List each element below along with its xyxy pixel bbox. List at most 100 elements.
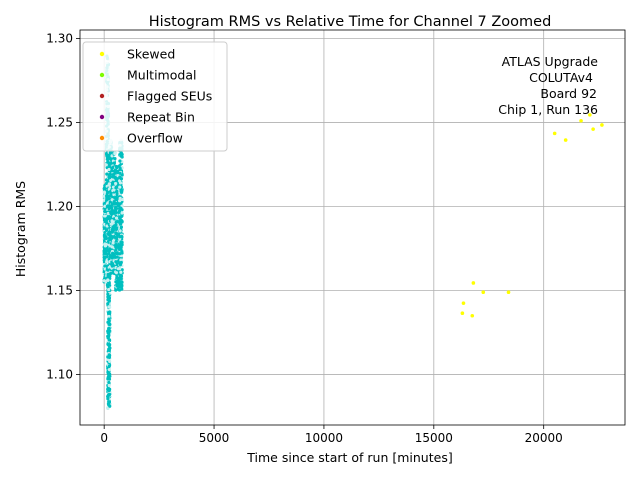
main-data-point: [107, 353, 111, 357]
main-data-point: [104, 228, 109, 232]
main-data-point: [115, 261, 119, 266]
main-data-point: [103, 264, 107, 268]
main-data-point: [110, 251, 115, 255]
main-data-point: [107, 283, 111, 287]
annotation-block: ATLAS Upgrade COLUTAv4 Board 92 Chip 1, …: [498, 54, 598, 117]
main-data-point: [107, 392, 112, 396]
x-tick-label: 20000: [525, 431, 563, 445]
main-data-point: [106, 278, 110, 283]
main-data-point: [105, 249, 109, 253]
legend-marker: [99, 72, 105, 78]
main-data-point: [107, 236, 112, 240]
main-data-point: [114, 236, 118, 240]
main-data-point: [114, 190, 119, 194]
main-data-point: [111, 271, 115, 275]
main-data-point: [119, 188, 123, 192]
y-tick-label: 1.30: [46, 31, 73, 45]
legend-label: Overflow: [127, 131, 183, 146]
main-data-point: [110, 169, 114, 173]
main-data-point: [105, 181, 109, 185]
main-data-point: [114, 231, 118, 235]
main-data-point: [106, 273, 110, 277]
series-point-skewed: [563, 138, 568, 142]
x-tick-label: 15000: [415, 431, 453, 445]
legend-marker: [99, 93, 105, 99]
main-data-point: [103, 239, 107, 243]
main-data-point: [114, 181, 118, 186]
series-point-skewed: [552, 131, 557, 136]
series-point-skewed: [579, 118, 583, 123]
series-point-skewed: [461, 301, 466, 305]
main-data-point: [114, 197, 119, 202]
main-data-point: [113, 156, 117, 161]
main-data-point: [110, 245, 114, 249]
main-data-point: [119, 270, 123, 274]
main-data-point: [107, 380, 111, 385]
main-data-point: [108, 359, 112, 364]
main-data-point: [120, 243, 124, 247]
series-point-skewed: [471, 281, 476, 285]
main-data-point: [107, 400, 111, 404]
y-axis-label: Histogram RMS: [13, 181, 28, 277]
chart-title: Histogram RMS vs Relative Time for Chann…: [149, 14, 552, 30]
main-data-point: [108, 310, 112, 314]
main-data-point: [119, 234, 124, 238]
main-data-point: [114, 168, 118, 173]
main-data-point: [118, 206, 122, 211]
main-data-point: [107, 331, 111, 335]
x-tick-label: 5000: [199, 431, 230, 445]
main-data-point: [114, 288, 118, 292]
main-data-point: [106, 336, 110, 340]
main-data-point: [119, 225, 123, 229]
main-data-point: [110, 256, 114, 260]
main-data-point: [118, 166, 122, 170]
main-data-point: [111, 185, 116, 189]
main-data-point: [114, 271, 119, 275]
main-data-point: [115, 185, 119, 189]
main-data-point: [118, 171, 122, 175]
series-point-skewed: [470, 313, 475, 318]
main-data-point: [107, 326, 111, 330]
main-data-point: [107, 183, 111, 187]
axis-ticks: 0 5000 10000 15000 20000 1.10 1.15 1.20 1.25 1.30: [46, 31, 563, 445]
main-data-point: [120, 280, 124, 284]
main-data-point: [114, 243, 118, 247]
legend-label: Repeat Bin: [127, 110, 195, 125]
main-data-point: [110, 230, 114, 234]
main-data-point: [107, 367, 112, 372]
legend-label: Multimodal: [127, 68, 196, 83]
main-data-point: [107, 287, 111, 292]
annotation-line-4: Chip 1, Run 136: [498, 102, 598, 117]
x-tick-label: 10000: [305, 431, 343, 445]
legend-frame: [82, 41, 228, 152]
main-data-point: [115, 166, 119, 170]
main-data-point: [120, 219, 124, 224]
main-data-point: [114, 205, 118, 209]
main-data-point: [107, 375, 111, 379]
series-point-skewed: [460, 311, 465, 316]
main-data-point: [113, 152, 117, 156]
main-data-point: [104, 251, 109, 256]
main-data-point: [115, 179, 120, 183]
main-data-points: [102, 54, 124, 410]
main-data-point: [118, 267, 122, 271]
series-point-skewed: [591, 127, 595, 131]
main-data-point: [107, 296, 112, 300]
annotation-line-1: ATLAS Upgrade: [502, 54, 599, 69]
x-axis-label: Time since start of run [minutes]: [246, 450, 452, 465]
main-data-point: [118, 229, 122, 233]
main-data-point: [103, 204, 107, 208]
main-data-point: [107, 319, 111, 324]
main-data-point: [114, 216, 119, 220]
legend-marker: [99, 135, 105, 141]
main-data-point: [103, 207, 107, 212]
main-data-point: [106, 372, 110, 376]
main-data-point: [111, 241, 115, 245]
main-data-point: [107, 388, 111, 392]
main-data-point: [114, 227, 119, 231]
main-data-point: [110, 175, 115, 179]
legend-label: Skewed: [127, 47, 175, 62]
main-data-point: [110, 207, 115, 211]
series-points: [460, 113, 604, 318]
main-data-point: [118, 179, 122, 183]
